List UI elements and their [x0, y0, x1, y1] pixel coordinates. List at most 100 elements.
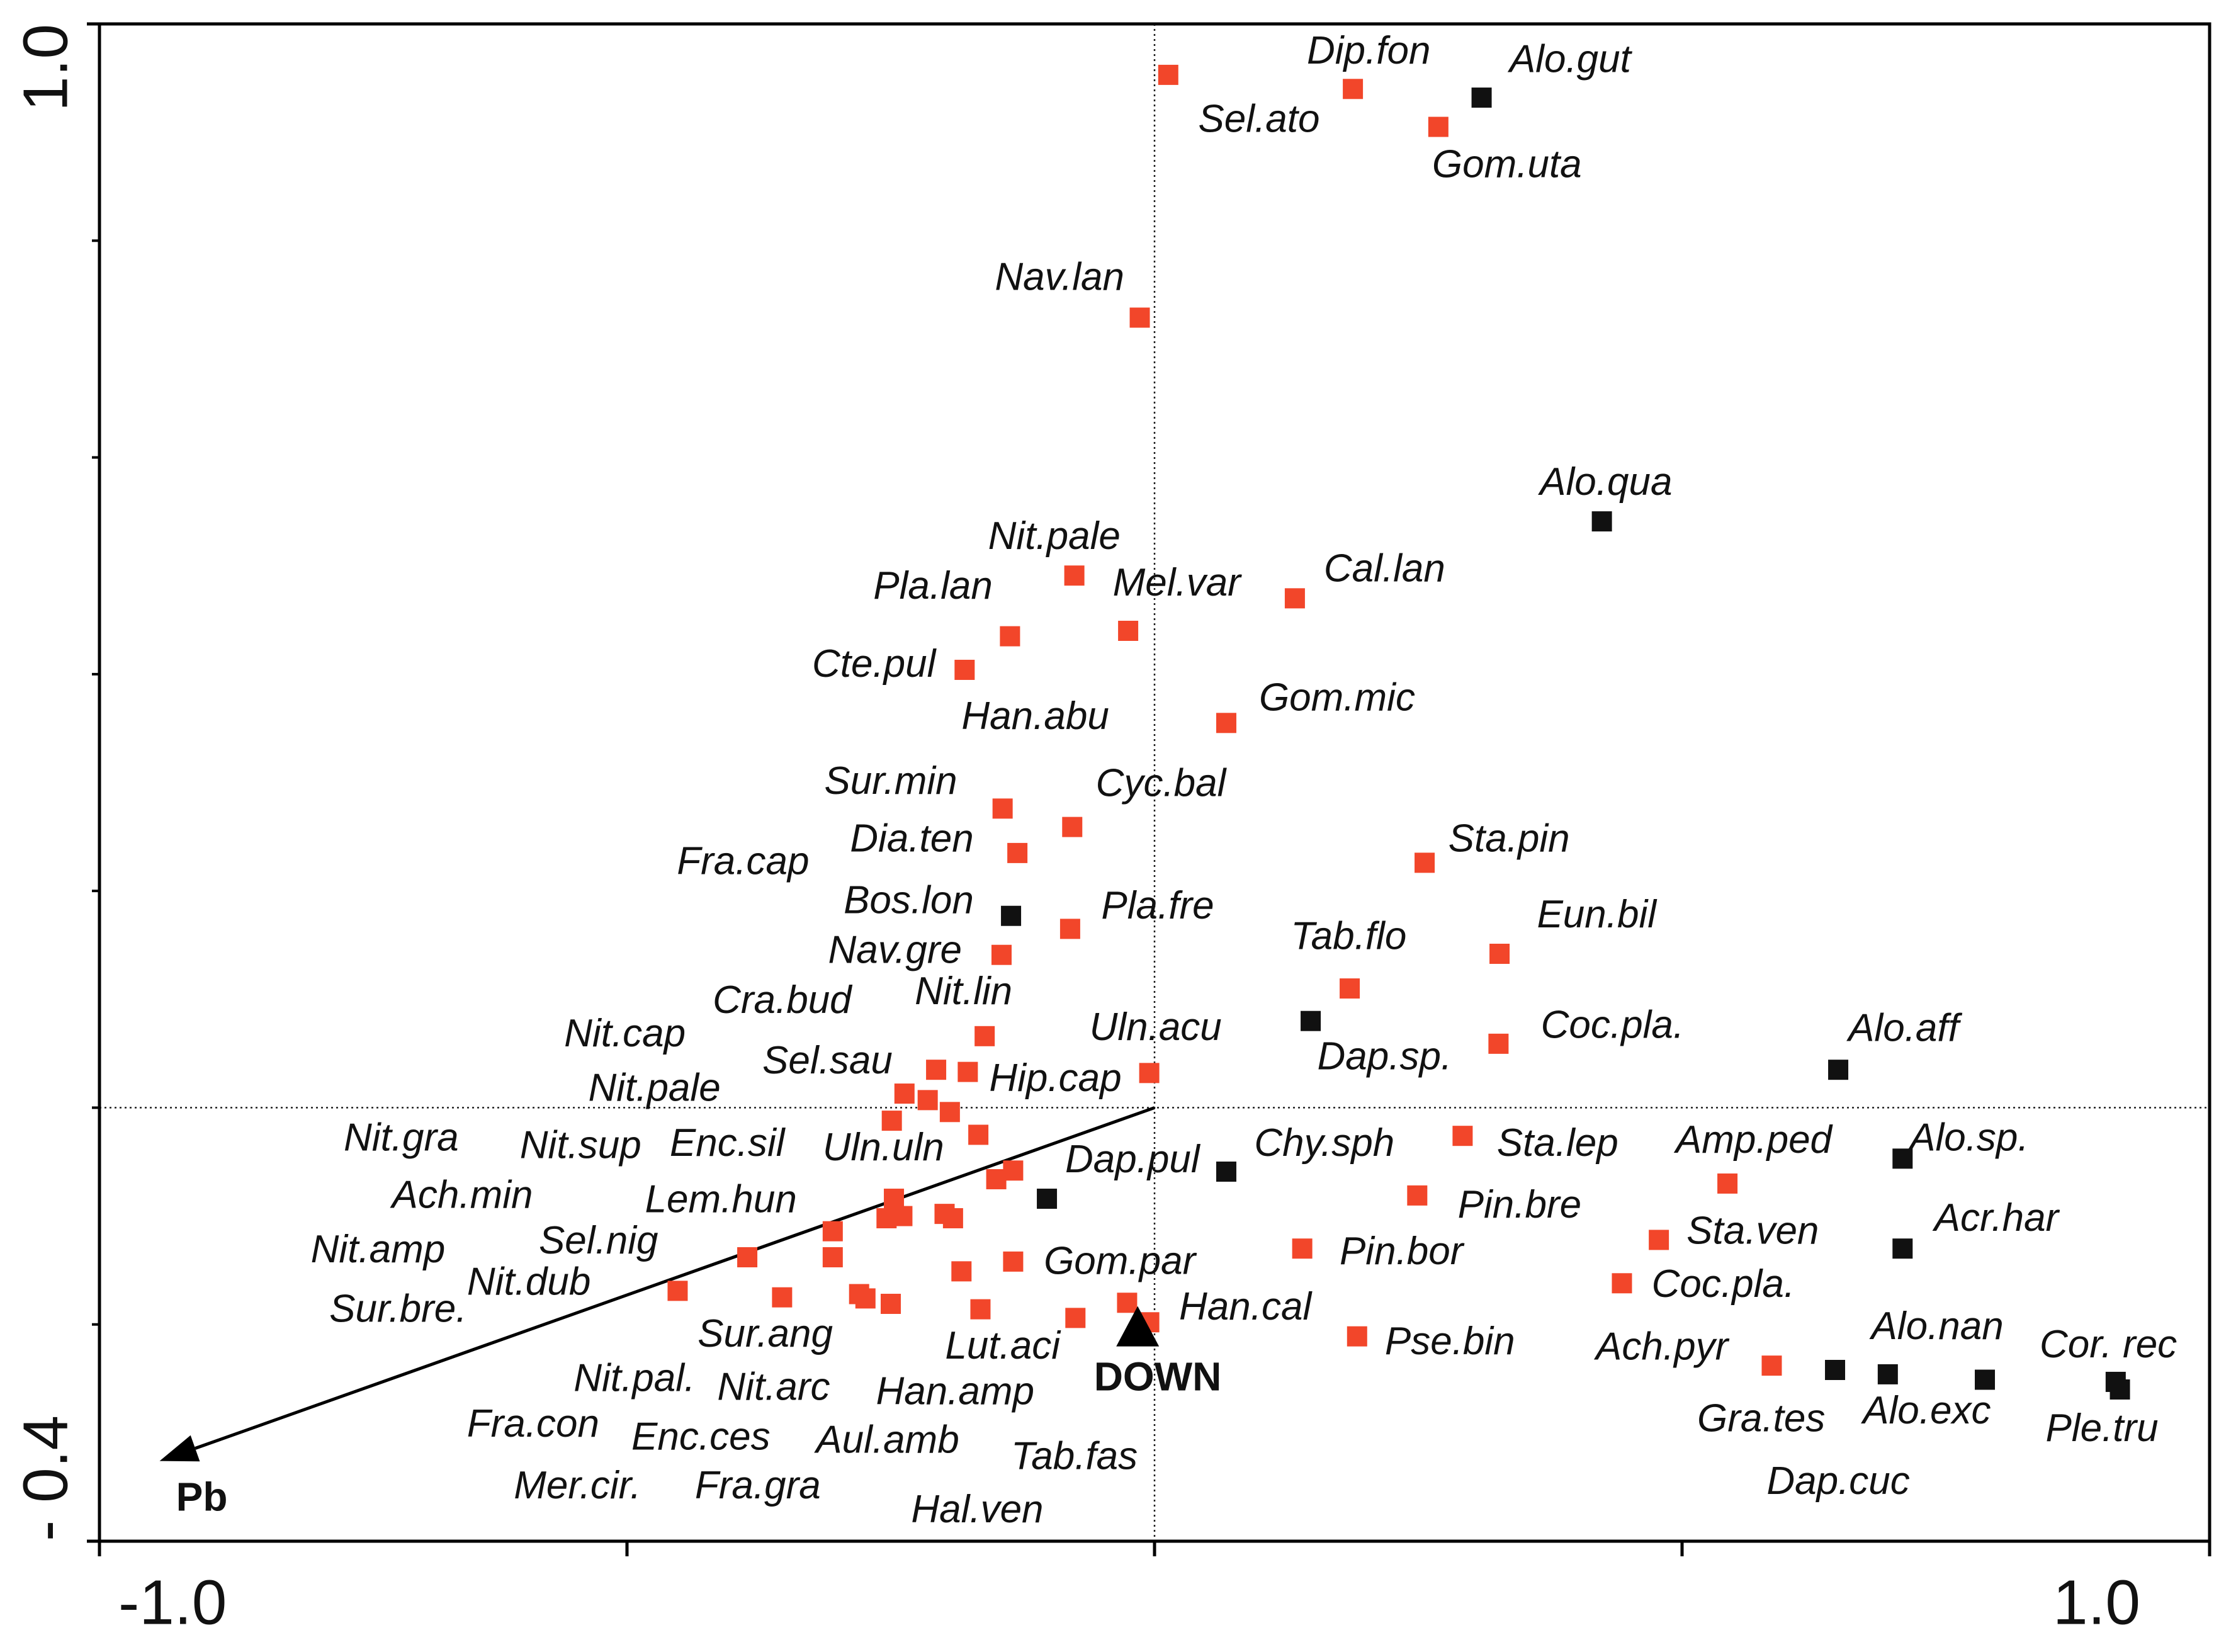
species-label: Pla.fre	[1101, 884, 1214, 927]
species-label: Cra.bud	[713, 978, 853, 1022]
species-point	[1064, 565, 1085, 586]
species-label: Nit.dub	[467, 1260, 590, 1303]
species-point	[1892, 1148, 1913, 1169]
species-label: Nit.pale	[988, 514, 1121, 558]
species-label: Mel.var	[1113, 561, 1243, 604]
species-point	[1428, 116, 1449, 137]
species-label: Fra.cap	[677, 839, 809, 883]
species-label: Dia.ten	[850, 817, 973, 860]
species-label: Sur.ang	[698, 1312, 833, 1355]
centroid-label: DOWN	[1094, 1354, 1222, 1399]
species-label: Gom.uta	[1432, 143, 1582, 186]
species-point	[1007, 842, 1028, 863]
species-label: Sta.lep	[1497, 1121, 1618, 1165]
species-label: Han.amp	[876, 1369, 1034, 1413]
species-point	[1292, 1238, 1313, 1259]
species-point	[1118, 621, 1139, 641]
species-point	[942, 1208, 963, 1229]
species-label: Sel.nig	[539, 1219, 658, 1262]
species-point	[991, 944, 1012, 965]
species-label: Pla.lan	[873, 564, 993, 608]
species-point	[1129, 307, 1150, 328]
species-point	[1216, 713, 1236, 733]
species-label: Nit.pal.	[573, 1357, 695, 1400]
species-point	[1471, 88, 1492, 108]
species-point	[992, 798, 1013, 819]
species-label: Uln.uln	[823, 1126, 944, 1169]
species-point	[1003, 1251, 1024, 1272]
centroid-marker	[1116, 1306, 1160, 1347]
species-label: Tab.fas	[1011, 1435, 1138, 1478]
species-label: Nit.gra	[344, 1116, 459, 1159]
species-label: Coc.pla.	[1652, 1262, 1795, 1306]
species-point	[986, 1169, 1007, 1190]
species-point	[1001, 905, 1022, 926]
species-point	[881, 1294, 901, 1315]
species-label: Fra.gra	[695, 1464, 821, 1507]
species-label: Nav.lan	[995, 256, 1124, 299]
species-point	[1301, 1010, 1321, 1031]
species-label: Cal.lan	[1324, 547, 1445, 591]
species-label: Gom.par	[1044, 1240, 1197, 1283]
x-tick-label: -1.0	[118, 1567, 227, 1638]
species-label: Alo.exc	[1860, 1389, 1991, 1432]
species-point	[884, 1189, 905, 1209]
species-label: Nit.arc	[717, 1365, 830, 1408]
species-label: Nav.gre	[828, 929, 962, 972]
species-point	[1892, 1238, 1913, 1259]
species-label: Han.abu	[961, 694, 1109, 738]
species-label: Dap.cuc	[1766, 1459, 1909, 1503]
species-label: Alo.nan	[1868, 1304, 2003, 1348]
species-label: Nit.amp	[311, 1228, 446, 1271]
species-point	[1717, 1173, 1738, 1194]
species-label: Alo.gut	[1507, 38, 1633, 81]
species-label: Hip.cap	[989, 1056, 1121, 1100]
species-point	[1340, 978, 1360, 999]
species-label: Sel.sau	[762, 1039, 893, 1082]
species-point	[1825, 1360, 1846, 1381]
species-label: Dip.fon	[1307, 29, 1430, 72]
species-label: Aul.amb	[813, 1418, 959, 1462]
species-label: Hal.ven	[911, 1488, 1043, 1531]
species-label: Cor. rec	[2040, 1323, 2177, 1366]
species-point	[881, 1111, 902, 1131]
species-label: Nit.sup	[520, 1123, 641, 1167]
species-label: Gom.mic	[1259, 676, 1415, 720]
species-label: Pin.bor	[1340, 1230, 1465, 1273]
species-label: Enc.sil	[670, 1121, 786, 1165]
species-label: Nit.lin	[915, 970, 1012, 1013]
species-point	[1000, 626, 1020, 647]
species-point	[1761, 1355, 1782, 1376]
species-label: Eun.bil	[1537, 893, 1658, 936]
species-point	[1407, 1185, 1428, 1206]
species-point	[1037, 1189, 1058, 1209]
species-point	[1139, 1063, 1160, 1083]
species-point	[822, 1247, 843, 1267]
species-point	[1284, 588, 1305, 609]
y-tick-label: 1.0	[10, 24, 81, 111]
species-point	[667, 1281, 688, 1301]
species-point	[1612, 1273, 1632, 1294]
species-point	[1062, 817, 1083, 837]
arrow-label: Pb	[176, 1474, 228, 1519]
x-tick-label: 1.0	[2053, 1567, 2140, 1638]
species-point	[1065, 1308, 1086, 1328]
species-label: Gra.tes	[1697, 1396, 1825, 1440]
species-label: Sta.ven	[1686, 1209, 1819, 1252]
species-label: Pin.bre	[1458, 1183, 1581, 1226]
species-label: Sur.bre.	[329, 1287, 466, 1330]
y-tick-label: - 0.4	[10, 1415, 81, 1541]
species-label: Enc.ces	[631, 1415, 771, 1459]
species-label: Alo.sp.	[1907, 1116, 2029, 1159]
species-label: Pse.bin	[1385, 1320, 1515, 1363]
species-label: Alo.aff	[1846, 1007, 1963, 1050]
species-label: Nit.cap	[564, 1012, 686, 1055]
species-point	[1452, 1126, 1473, 1146]
species-label: Cyc.bal	[1096, 762, 1228, 805]
species-point	[1347, 1326, 1367, 1347]
env-arrow	[195, 1106, 1155, 1450]
species-label: Ple.tru	[2045, 1406, 2158, 1450]
species-label: Amp.ped	[1673, 1118, 1834, 1162]
species-point	[1877, 1364, 1898, 1384]
